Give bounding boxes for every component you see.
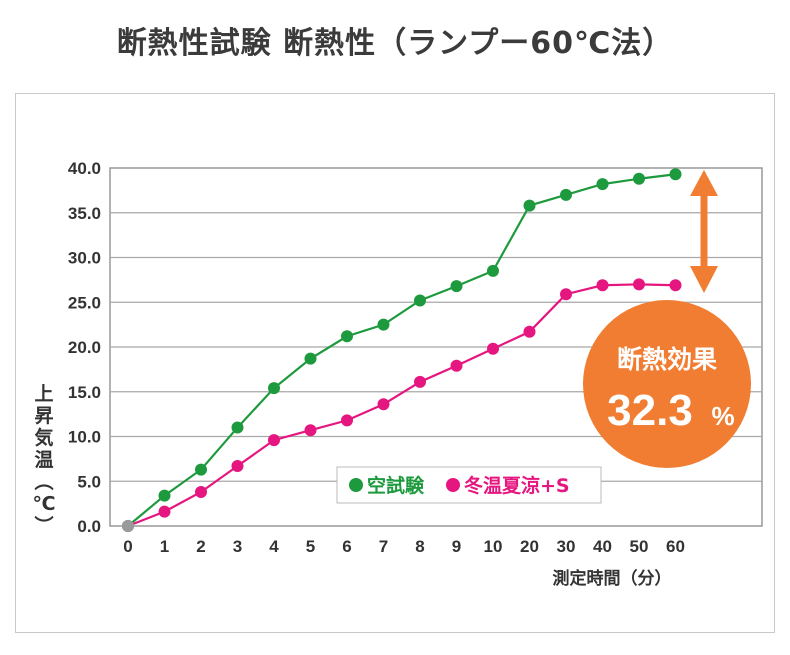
y-axis-label-char: 昇 xyxy=(34,405,53,427)
data-point-s0-12 xyxy=(560,188,572,201)
x-tick-label: 20 xyxy=(520,537,539,556)
data-point-s0-2 xyxy=(195,463,207,476)
y-axis-label-char: ） xyxy=(32,515,55,534)
badge-unit: % xyxy=(711,401,734,431)
x-tick-label: 60 xyxy=(666,537,685,556)
data-point-s1-9 xyxy=(450,359,463,372)
y-axis-label-char: ℃ xyxy=(32,493,55,515)
x-tick-label: 2 xyxy=(196,537,205,556)
y-tick-label: 40.0 xyxy=(68,159,101,178)
data-point-s1-4 xyxy=(268,434,280,447)
data-point-s1-7 xyxy=(377,398,390,411)
y-tick-label: 30.0 xyxy=(68,249,101,268)
data-point-s1-6 xyxy=(341,414,353,427)
difference-arrow xyxy=(690,170,718,293)
x-tick-label: 0 xyxy=(123,537,132,556)
legend-box xyxy=(336,466,602,504)
x-tick-label: 10 xyxy=(484,537,503,556)
y-axis-ticks: 0.0 5.0 10.0 15.0 20.0 25.0 30.0 35.0 40.0 xyxy=(68,159,101,536)
y-tick-label: 25.0 xyxy=(68,293,101,312)
data-point-s0-10 xyxy=(487,264,499,277)
y-tick-label: 10.0 xyxy=(68,428,101,447)
data-point-s0-13 xyxy=(596,178,609,191)
x-tick-label: 40 xyxy=(593,537,612,556)
y-tick-label: 20.0 xyxy=(68,338,101,357)
legend-marker-0 xyxy=(349,478,363,492)
data-point-s0-15 xyxy=(669,168,682,181)
series-line-1 xyxy=(127,283,676,528)
x-tick-label: 9 xyxy=(452,537,461,556)
origin-point xyxy=(122,520,134,532)
x-tick-label: 8 xyxy=(415,537,424,556)
data-point-s1-10 xyxy=(487,342,499,355)
data-point-s0-8 xyxy=(414,294,426,307)
x-tick-label: 30 xyxy=(557,537,576,556)
insulation-effect-badge: 断熱効果 32.3 % xyxy=(583,300,751,468)
badge-label: 断熱効果 xyxy=(617,345,717,374)
data-point-s0-9 xyxy=(450,280,463,293)
y-tick-label: 5.0 xyxy=(77,472,101,491)
series-points xyxy=(122,168,682,532)
y-tick-label: 35.0 xyxy=(68,204,101,223)
y-axis-label-char: 温 xyxy=(34,449,53,471)
page-title: 断熱性試験 断熱性（ランプー60℃法） xyxy=(116,26,674,61)
data-point-s0-11 xyxy=(523,199,536,212)
x-tick-label: 1 xyxy=(160,537,169,556)
data-point-s1-2 xyxy=(195,485,207,498)
data-point-s1-5 xyxy=(304,424,317,437)
x-tick-label: 3 xyxy=(233,537,242,556)
data-point-s1-11 xyxy=(523,325,536,338)
data-point-s1-15 xyxy=(669,279,682,292)
x-tick-label: 4 xyxy=(269,537,279,556)
data-point-s1-3 xyxy=(231,460,244,473)
x-tick-label: 6 xyxy=(342,537,351,556)
badge-value: 32.3 xyxy=(607,386,693,435)
x-axis-ticks: 0 1 2 3 4 5 6 7 8 9 10 20 30 40 50 60 xyxy=(123,537,685,556)
data-point-s0-6 xyxy=(341,330,353,343)
data-point-s1-14 xyxy=(633,278,645,291)
legend-marker-1 xyxy=(446,478,460,492)
data-point-s0-4 xyxy=(268,382,280,395)
x-tick-label: 7 xyxy=(379,537,388,556)
series-line-0 xyxy=(127,173,676,527)
series-lines xyxy=(127,173,676,528)
data-point-s1-12 xyxy=(560,288,572,301)
legend-label-0: 空試験 xyxy=(367,474,425,497)
y-tick-label: 0.0 xyxy=(77,517,101,536)
y-axis-label-char: 気 xyxy=(34,426,53,449)
y-axis-label-char: （ xyxy=(32,471,55,490)
data-point-s0-3 xyxy=(231,421,244,434)
x-tick-label: 5 xyxy=(306,537,315,556)
data-point-s1-1 xyxy=(158,505,171,518)
y-tick-label: 15.0 xyxy=(68,383,101,402)
legend: 空試験 冬温夏涼+S xyxy=(336,466,602,504)
data-point-s0-7 xyxy=(377,318,390,331)
data-point-s0-1 xyxy=(158,489,171,502)
x-axis-label: 測定時間（分） xyxy=(553,568,672,589)
x-tick-label: 50 xyxy=(630,537,649,556)
y-axis-label-char: 上 xyxy=(34,383,53,405)
legend-label-1: 冬温夏涼+S xyxy=(464,474,570,497)
data-point-s1-13 xyxy=(596,279,609,292)
data-point-s0-5 xyxy=(304,352,317,365)
data-point-s0-14 xyxy=(633,172,645,185)
data-point-s1-8 xyxy=(414,375,426,388)
